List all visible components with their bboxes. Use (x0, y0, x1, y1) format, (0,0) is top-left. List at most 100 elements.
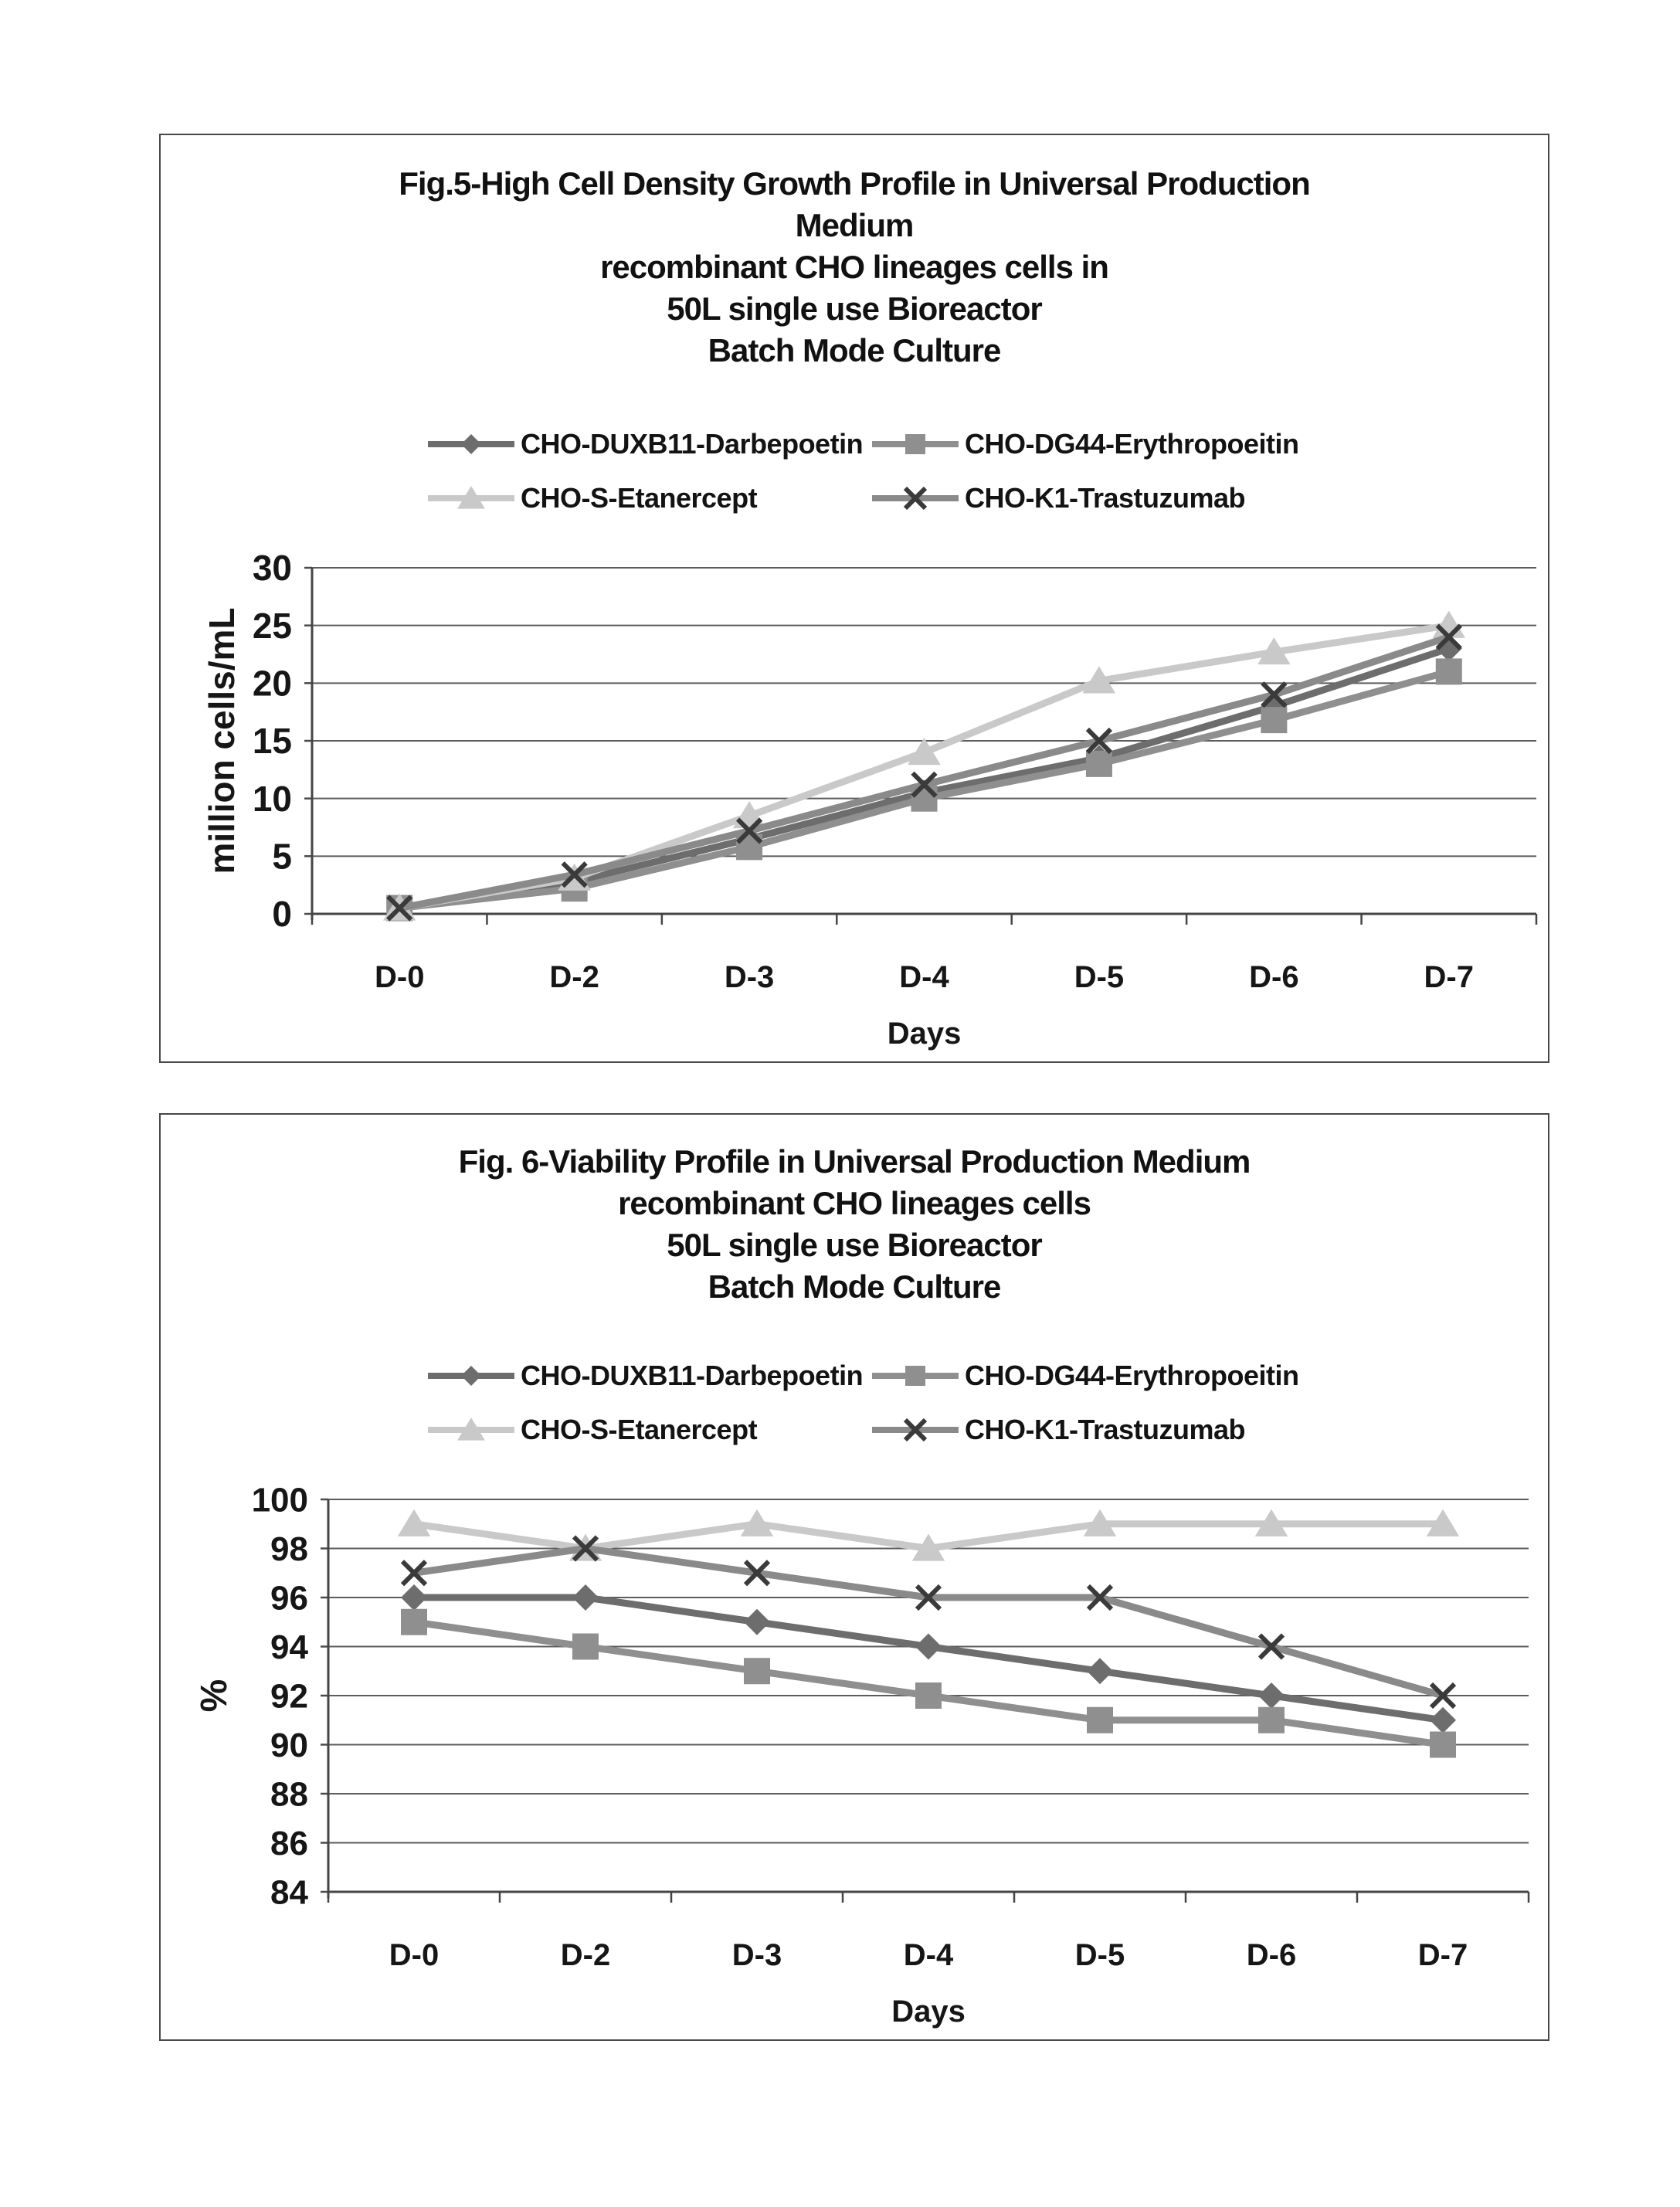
figure-title-line: Fig.5-High Cell Density Growth Profile i… (399, 165, 1310, 202)
legend-label: CHO-S-Etanercept (521, 482, 758, 514)
y-tick-label: 25 (253, 606, 292, 646)
x-tick-label: D-6 (1247, 1938, 1296, 1972)
square-marker-icon (905, 434, 925, 454)
figure-6-viability-profile-chart: 84 86 88 90 92 94 96 98 100 D-0 D-2 D-3 D-4 D-5 D-6 D-7… (194, 1481, 1530, 2029)
legend-key-icon (872, 1366, 959, 1386)
y-tick-label: 96 (270, 1579, 308, 1617)
x-marker-icon (1429, 1682, 1457, 1710)
y-axis-label: million cells/mL (202, 607, 242, 874)
figure-title-line: recombinant CHO lineages cells (618, 1185, 1091, 1221)
x-marker-icon (1261, 681, 1288, 708)
figure-5-growth-profile-chart: 0 5 10 15 20 25 30 D-0 D-2 D-3 D-4 D-5 D-6 D-7 million… (202, 548, 1538, 1051)
y-tick-label: 0 (272, 894, 292, 934)
triangle-marker-icon (1083, 1509, 1117, 1536)
diamond-marker-icon (744, 1608, 770, 1635)
diamond-marker-icon (461, 434, 481, 454)
x-stroke (561, 861, 588, 888)
figure-title-line: Fig. 6-Viability Profile in Universal Pr… (458, 1143, 1251, 1180)
x-tick-label: D-7 (1424, 960, 1474, 994)
legend-label: CHO-K1-Trastuzumab (965, 1414, 1246, 1445)
series-cho-k1-trastuzumab (386, 623, 1462, 922)
square-marker-icon (1087, 1706, 1113, 1733)
square-marker-icon (905, 1366, 925, 1386)
diamond-marker-icon (1258, 1682, 1285, 1709)
x-stroke (915, 1584, 942, 1611)
x-tick-label: D-4 (904, 1938, 954, 1972)
legend-item-cho-s-etanercept: CHO-S-Etanercept (426, 1413, 758, 1447)
x-tick-label: D-6 (1249, 960, 1298, 994)
square-marker-icon (1258, 1706, 1285, 1733)
x-axis-label: Days (891, 1995, 966, 2029)
square-marker-icon (401, 1608, 427, 1635)
x-stroke (400, 1560, 428, 1587)
figure-title-line: 50L single use Bioreactor (667, 1227, 1042, 1263)
x-marker-icon (1086, 1584, 1114, 1611)
triangle-marker-icon (397, 1509, 431, 1536)
figure-5-growth-profile-panel: Fig.5-High Cell Density Growth Profile i… (159, 134, 1549, 1063)
legend-key-icon (428, 1366, 514, 1386)
x-marker-icon (386, 895, 413, 922)
x-stroke (911, 771, 938, 798)
legend-key-icon (872, 1418, 959, 1442)
square-marker-icon (1261, 707, 1288, 734)
x-tick-label: D-5 (1075, 1938, 1125, 1972)
x-tick-label: D-0 (389, 1938, 439, 1972)
x-marker-icon (735, 817, 763, 844)
triangle-marker-icon (1082, 666, 1116, 694)
legend-label: CHO-DUXB11-Darbepoetin (521, 428, 864, 460)
square-marker-icon (744, 1658, 770, 1685)
legend-label: CHO-S-Etanercept (521, 1414, 758, 1445)
x-marker-icon (572, 1535, 599, 1562)
series-line (410, 1545, 1447, 1699)
series-cho-s-etanercept (382, 610, 1466, 921)
legend-item-cho-dg44-erythropoeitin: CHO-DG44-Erythropoeitin (871, 1359, 1299, 1393)
diamond-marker-icon (572, 1584, 599, 1611)
x-tick-label: D-7 (1418, 1938, 1468, 1972)
figure-title: Fig.5-High Cell Density Growth Profile i… (161, 163, 1548, 372)
x-stroke (1261, 681, 1288, 708)
x-marker-icon (1085, 727, 1113, 755)
x-tick-label: D-0 (375, 960, 424, 994)
y-tick-label: 10 (253, 779, 292, 819)
legend-label: CHO-DG44-Erythropoeitin (965, 428, 1299, 460)
x-stroke (743, 1560, 771, 1587)
legend-key-icon (428, 434, 514, 454)
legend-key-icon (428, 486, 514, 509)
y-tick-label: 15 (253, 721, 292, 761)
series-line (395, 622, 1453, 912)
legend-label: CHO-K1-Trastuzumab (965, 482, 1246, 514)
figure-title-line: Medium (795, 207, 915, 243)
triangle-marker-icon (908, 737, 941, 766)
square-marker-icon (572, 1633, 599, 1660)
x-marker-icon (400, 1560, 428, 1587)
y-tick-label: 98 (270, 1530, 308, 1568)
x-marker-icon (903, 486, 928, 511)
series-line (395, 633, 1453, 912)
legend-label: CHO-DUXB11-Darbepoetin (521, 1360, 864, 1391)
square-marker-icon (915, 1682, 942, 1709)
x-stroke (1435, 623, 1462, 650)
legend-item-cho-duxb11-darbepoetin: CHO-DUXB11-Darbepoetin (426, 1359, 864, 1393)
triangle-marker-icon (740, 1509, 774, 1536)
x-tick-label: D-2 (561, 1938, 610, 1972)
y-tick-label: 5 (272, 836, 292, 876)
y-tick-label: 92 (270, 1677, 308, 1715)
figure-title-line: Batch Mode Culture (708, 1268, 1002, 1305)
x-marker-icon (1435, 623, 1462, 650)
x-stroke (1085, 727, 1113, 755)
triangle-marker-icon (911, 1533, 945, 1561)
x-stroke (903, 486, 928, 511)
square-marker-icon (1435, 658, 1462, 685)
x-marker-icon (911, 771, 938, 798)
legend-item-cho-k1-trastuzumab: CHO-K1-Trastuzumab (871, 481, 1246, 515)
triangle-marker-icon (457, 486, 485, 509)
triangle-marker-icon (1254, 1509, 1288, 1536)
x-marker-icon (1257, 1633, 1285, 1660)
series-cho-k1-trastuzumab (400, 1535, 1457, 1710)
figure-title: Fig. 6-Viability Profile in Universal Pr… (161, 1141, 1548, 1308)
square-marker-icon (1430, 1731, 1456, 1758)
y-tick-label: 88 (270, 1775, 308, 1813)
legend-item-cho-duxb11-darbepoetin: CHO-DUXB11-Darbepoetin (426, 427, 864, 461)
figure-title-line: 50L single use Bioreactor (667, 290, 1042, 327)
